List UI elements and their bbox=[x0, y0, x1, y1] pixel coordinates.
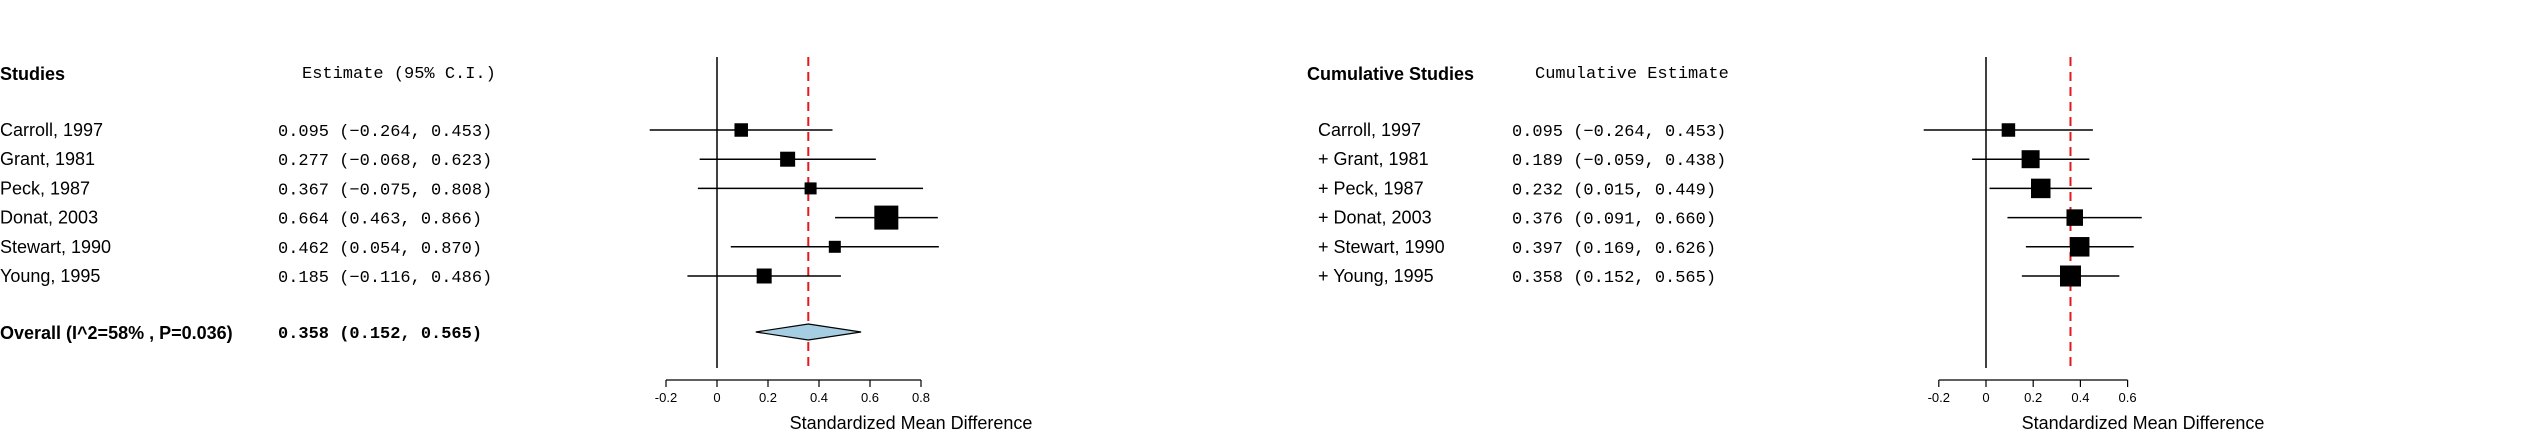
study-label: + Young, 1995 bbox=[1318, 266, 1434, 286]
study-label: + Donat, 2003 bbox=[1318, 208, 1432, 228]
x-tick-label: 0.4 bbox=[2071, 390, 2089, 405]
cumulative-rows: Carroll, 1997 0.095 (−0.264, 0.453) + Gran… bbox=[1318, 120, 1726, 288]
study-label: + Stewart, 1990 bbox=[1318, 237, 1445, 257]
forest-panel-right: Cumulative Studies Cumulative Estimate C… bbox=[1307, 57, 2264, 432]
x-axis-label-right: Standardized Mean Difference bbox=[2022, 413, 2265, 432]
point-estimate bbox=[2021, 150, 2040, 169]
point-estimate bbox=[828, 240, 841, 253]
overall-estimate-text: 0.358 (0.152, 0.565) bbox=[278, 325, 482, 344]
point-estimate bbox=[2031, 178, 2051, 199]
forest-panel-left: Studies Estimate (95% C.I.) Carroll, 199… bbox=[0, 57, 1032, 432]
study-estimate-text: 0.189 (−0.059, 0.438) bbox=[1512, 152, 1726, 171]
header-studies: Studies bbox=[0, 64, 65, 84]
x-axis-label-left: Standardized Mean Difference bbox=[790, 413, 1033, 432]
study-label: Stewart, 1990 bbox=[0, 237, 111, 257]
study-label: Donat, 2003 bbox=[0, 208, 98, 228]
study-label: + Grant, 1981 bbox=[1318, 149, 1429, 169]
x-tick-label: 0.6 bbox=[2119, 390, 2137, 405]
study-estimate-text: 0.095 (−0.264, 0.453) bbox=[1512, 123, 1726, 142]
plot-area-left: -0.2 0 0.2 0.4 0.6 0.8 bbox=[649, 57, 939, 405]
study-label: + Peck, 1987 bbox=[1318, 178, 1424, 198]
overall-label: Overall (I^2=58% , P=0.036) bbox=[0, 323, 233, 343]
study-label: Young, 1995 bbox=[0, 266, 100, 286]
study-estimate-text: 0.397 (0.169, 0.626) bbox=[1512, 240, 1716, 259]
study-estimate-text: 0.277 (−0.068, 0.623) bbox=[278, 152, 492, 171]
study-estimate-text: 0.376 (0.091, 0.660) bbox=[1512, 211, 1716, 230]
point-estimate bbox=[2001, 123, 2016, 137]
point-estimate bbox=[2066, 209, 2083, 226]
point-estimate bbox=[734, 123, 748, 137]
study-label: Peck, 1987 bbox=[0, 178, 90, 198]
study-label: Grant, 1981 bbox=[0, 149, 95, 169]
point-estimate bbox=[2069, 237, 2090, 257]
x-tick-label: 0.2 bbox=[2024, 390, 2042, 405]
study-label: Carroll, 1997 bbox=[1318, 120, 1421, 140]
x-tick-label: 0.6 bbox=[861, 390, 879, 405]
point-estimate bbox=[874, 205, 899, 230]
x-tick-label: 0 bbox=[713, 390, 720, 405]
study-estimate-text: 0.664 (0.463, 0.866) bbox=[278, 211, 482, 230]
x-tick-label: 0 bbox=[1982, 390, 1989, 405]
study-estimate-text: 0.367 (−0.075, 0.808) bbox=[278, 181, 492, 200]
point-estimate bbox=[2059, 265, 2081, 287]
point-estimate bbox=[804, 182, 817, 195]
study-estimate-text: 0.358 (0.152, 0.565) bbox=[1512, 269, 1716, 288]
point-estimate bbox=[756, 268, 772, 284]
x-tick-label: -0.2 bbox=[1928, 390, 1950, 405]
x-tick-label: -0.2 bbox=[655, 390, 677, 405]
study-rows: Carroll, 1997 0.095 (−0.264, 0.453) Grant,… bbox=[0, 120, 492, 288]
x-tick-label: 0.4 bbox=[810, 390, 828, 405]
study-estimate-text: 0.095 (−0.264, 0.453) bbox=[278, 123, 492, 142]
study-estimate-text: 0.462 (0.054, 0.870) bbox=[278, 240, 482, 259]
header-cumulative-estimate: Cumulative Estimate bbox=[1535, 65, 1729, 84]
header-cumulative-studies: Cumulative Studies bbox=[1307, 64, 1474, 84]
study-estimate-text: 0.185 (−0.116, 0.486) bbox=[278, 269, 492, 288]
overall-diamond bbox=[755, 323, 862, 341]
x-tick-label: 0.2 bbox=[759, 390, 777, 405]
header-estimate: Estimate (95% C.I.) bbox=[302, 65, 496, 84]
plot-area-right: -0.2 0 0.2 0.4 0.6 bbox=[1923, 57, 2142, 405]
study-label: Carroll, 1997 bbox=[0, 120, 103, 140]
study-estimate-text: 0.232 (0.015, 0.449) bbox=[1512, 181, 1716, 200]
x-tick-label: 0.8 bbox=[912, 390, 930, 405]
point-estimate bbox=[780, 151, 796, 167]
